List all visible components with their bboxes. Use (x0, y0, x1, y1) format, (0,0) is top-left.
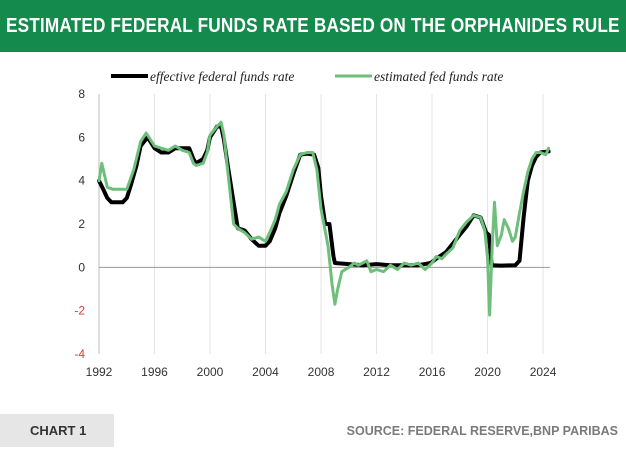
y-tick-label: 6 (78, 130, 85, 144)
source-note: SOURCE: FEDERAL RESERVE,BNP PARIBAS (346, 424, 618, 438)
x-tick-label: 2016 (419, 365, 446, 379)
x-tick-label: 1996 (141, 365, 168, 379)
y-tick-label: 2 (78, 217, 85, 231)
y-tick-label: 8 (78, 87, 85, 101)
x-tick-label: 1992 (86, 365, 113, 379)
y-tick-label: -2 (74, 304, 85, 318)
legend-label-effective: effective federal funds rate (150, 69, 294, 84)
chart-number-tab: CHART 1 (0, 414, 114, 447)
y-tick-label: 0 (78, 260, 85, 274)
chart-header: ESTIMATED FEDERAL FUNDS RATE BASED ON TH… (0, 0, 626, 52)
legend: effective federal funds rate estimated f… (111, 69, 503, 84)
x-tick-label: 2020 (474, 365, 501, 379)
legend-label-estimated: estimated fed funds rate (374, 69, 503, 84)
x-tick-label: 2024 (530, 365, 557, 379)
chart-number-label: CHART 1 (30, 423, 87, 438)
chart-title: ESTIMATED FEDERAL FUNDS RATE BASED ON TH… (6, 14, 620, 37)
y-tick-label: -4 (74, 347, 85, 361)
series-line-effective-rate (97, 124, 551, 268)
x-tick-label: 2000 (197, 365, 224, 379)
chart-area: effective federal funds rate estimated f… (74, 69, 556, 379)
x-tick-label: 2004 (252, 365, 279, 379)
x-tick-label: 2008 (308, 365, 335, 379)
series (97, 120, 551, 317)
y-tick-label: 4 (78, 174, 85, 188)
series-line-estimated-rate (97, 120, 551, 317)
x-tick-label: 2012 (363, 365, 390, 379)
